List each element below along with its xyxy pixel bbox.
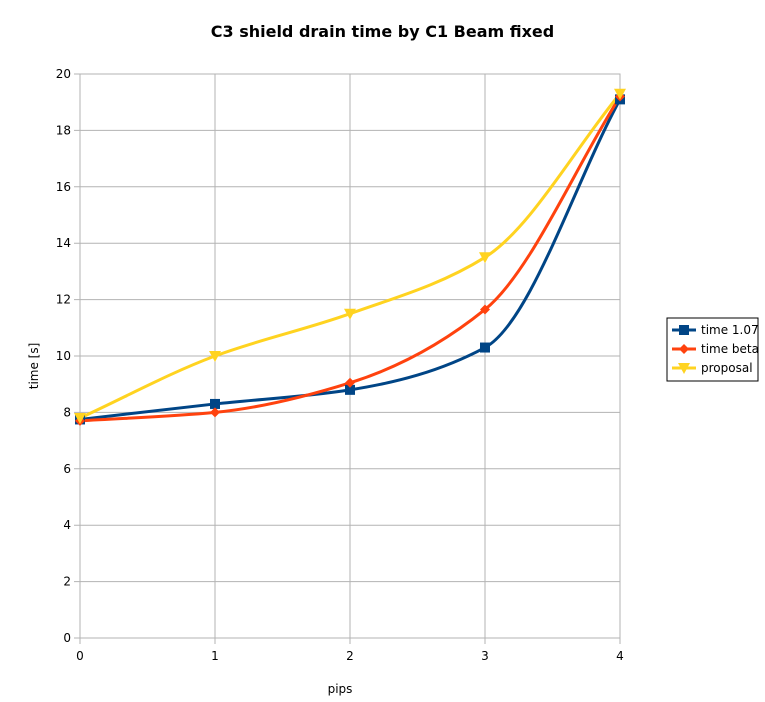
- legend-marker-proposal: [678, 363, 690, 374]
- x-tick-label: 3: [481, 649, 489, 663]
- legend-marker-time-1-07: [679, 325, 689, 335]
- data-point-proposal: [479, 252, 491, 264]
- legend: time 1.07 time beta proposal: [666, 317, 759, 382]
- x-tick-labels: 0 1 2 3 4: [76, 649, 624, 663]
- data-point-time-1-07: [345, 384, 355, 395]
- series-lines: [79, 92, 622, 423]
- legend-label-proposal: proposal: [701, 361, 753, 375]
- data-point-proposal: [344, 308, 356, 320]
- x-tick-label: 0: [76, 649, 84, 663]
- y-axis-label: time [s]: [27, 343, 41, 390]
- data-point-proposal: [209, 351, 221, 362]
- series-line-time-beta: [79, 95, 622, 423]
- data-point-time-beta: [210, 407, 220, 418]
- x-axis-label: pips: [328, 682, 353, 696]
- y-tick-labels: 0 2 4 6 8 10 12 14 16 18 20: [56, 67, 71, 645]
- y-tick-label: 18: [56, 123, 71, 137]
- y-tick-label: 8: [63, 405, 71, 419]
- y-tick-label: 12: [56, 293, 71, 307]
- legend-marker-time-beta: [679, 344, 689, 354]
- data-point-time-1-07: [210, 398, 220, 409]
- x-tick-label: 1: [211, 649, 219, 663]
- y-tick-label: 6: [63, 462, 71, 476]
- chart-title: C3 shield drain time by C1 Beam fixed: [210, 22, 555, 41]
- grid-lines: [74, 73, 621, 644]
- data-point-time-beta: [480, 304, 490, 315]
- series-line-proposal: [79, 92, 622, 420]
- data-point-time-beta: [345, 377, 355, 388]
- legend-label-time-beta: time beta: [701, 342, 759, 356]
- data-point-proposal: [74, 413, 86, 425]
- legend-label-time-1-07: time 1.07: [701, 323, 759, 337]
- data-point-proposal: [614, 88, 626, 100]
- series-markers: [74, 88, 626, 426]
- series-line-time-1-07: [79, 98, 622, 421]
- y-tick-label: 2: [63, 575, 71, 589]
- data-point-time-1-07: [480, 342, 490, 353]
- y-tick-label: 20: [56, 67, 71, 81]
- y-tick-label: 4: [63, 518, 71, 532]
- y-tick-label: 14: [56, 236, 71, 250]
- x-tick-label: 4: [616, 649, 624, 663]
- x-tick-label: 2: [346, 649, 354, 663]
- y-tick-label: 0: [63, 631, 71, 645]
- y-tick-label: 16: [56, 180, 71, 194]
- y-tick-label: 10: [56, 349, 71, 363]
